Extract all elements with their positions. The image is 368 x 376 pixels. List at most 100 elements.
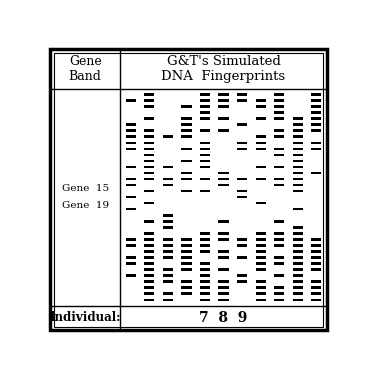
- Bar: [219, 117, 229, 120]
- Bar: [144, 190, 155, 193]
- Bar: [200, 178, 210, 180]
- Bar: [293, 184, 303, 186]
- Bar: [200, 287, 210, 289]
- Bar: [163, 184, 173, 186]
- Bar: [200, 111, 210, 114]
- Bar: [200, 262, 210, 265]
- Bar: [274, 166, 284, 168]
- Bar: [144, 147, 155, 150]
- Bar: [237, 244, 247, 247]
- Bar: [163, 299, 173, 301]
- Bar: [219, 287, 229, 289]
- Bar: [181, 105, 192, 108]
- Bar: [181, 238, 192, 241]
- Bar: [237, 280, 247, 283]
- Bar: [255, 244, 266, 247]
- Bar: [144, 274, 155, 277]
- Bar: [293, 287, 303, 289]
- Bar: [274, 117, 284, 120]
- Bar: [293, 160, 303, 162]
- Bar: [255, 117, 266, 120]
- Bar: [144, 141, 155, 144]
- Bar: [311, 111, 321, 114]
- Bar: [163, 274, 173, 277]
- Bar: [219, 238, 229, 241]
- Bar: [163, 178, 173, 180]
- Bar: [293, 262, 303, 265]
- Bar: [200, 147, 210, 150]
- Bar: [255, 135, 266, 138]
- Bar: [311, 93, 321, 96]
- Bar: [311, 293, 321, 295]
- Bar: [274, 220, 284, 223]
- Bar: [293, 299, 303, 301]
- Bar: [311, 287, 321, 289]
- Bar: [274, 111, 284, 114]
- Bar: [200, 232, 210, 235]
- Bar: [126, 129, 136, 132]
- Bar: [293, 147, 303, 150]
- Bar: [181, 129, 192, 132]
- Bar: [200, 129, 210, 132]
- Bar: [163, 238, 173, 241]
- Bar: [181, 293, 192, 295]
- Bar: [219, 250, 229, 253]
- Bar: [144, 166, 155, 168]
- Bar: [274, 232, 284, 235]
- Bar: [163, 293, 173, 295]
- Bar: [293, 141, 303, 144]
- Bar: [219, 184, 229, 186]
- Bar: [200, 166, 210, 168]
- Bar: [237, 178, 247, 180]
- Bar: [144, 135, 155, 138]
- Bar: [126, 135, 136, 138]
- Bar: [237, 274, 247, 277]
- Bar: [126, 244, 136, 247]
- Bar: [181, 244, 192, 247]
- Bar: [144, 105, 155, 108]
- Bar: [200, 105, 210, 108]
- Bar: [255, 293, 266, 295]
- Bar: [181, 190, 192, 193]
- Bar: [144, 172, 155, 174]
- Bar: [311, 299, 321, 301]
- Bar: [293, 256, 303, 259]
- Bar: [274, 147, 284, 150]
- Bar: [144, 250, 155, 253]
- Bar: [144, 117, 155, 120]
- Bar: [126, 178, 136, 180]
- Bar: [200, 280, 210, 283]
- Bar: [255, 99, 266, 102]
- Bar: [255, 262, 266, 265]
- Bar: [181, 256, 192, 259]
- Bar: [219, 99, 229, 102]
- Bar: [311, 250, 321, 253]
- Bar: [274, 274, 284, 277]
- Bar: [219, 280, 229, 283]
- Bar: [311, 147, 321, 150]
- Bar: [200, 190, 210, 193]
- Bar: [255, 141, 266, 144]
- Bar: [219, 256, 229, 259]
- Bar: [144, 93, 155, 96]
- Bar: [293, 166, 303, 168]
- Bar: [144, 153, 155, 156]
- Bar: [255, 256, 266, 259]
- Bar: [163, 244, 173, 247]
- Bar: [255, 202, 266, 205]
- Bar: [163, 268, 173, 271]
- Bar: [311, 141, 321, 144]
- Bar: [237, 190, 247, 193]
- Bar: [126, 99, 136, 102]
- Bar: [274, 135, 284, 138]
- Bar: [181, 280, 192, 283]
- Bar: [181, 147, 192, 150]
- Text: 7  8  9: 7 8 9: [199, 311, 248, 325]
- Text: Gene  15: Gene 15: [62, 184, 109, 193]
- Bar: [144, 256, 155, 259]
- Bar: [293, 117, 303, 120]
- Bar: [200, 293, 210, 295]
- Bar: [293, 153, 303, 156]
- Bar: [144, 202, 155, 205]
- Text: Gene  19: Gene 19: [62, 201, 109, 210]
